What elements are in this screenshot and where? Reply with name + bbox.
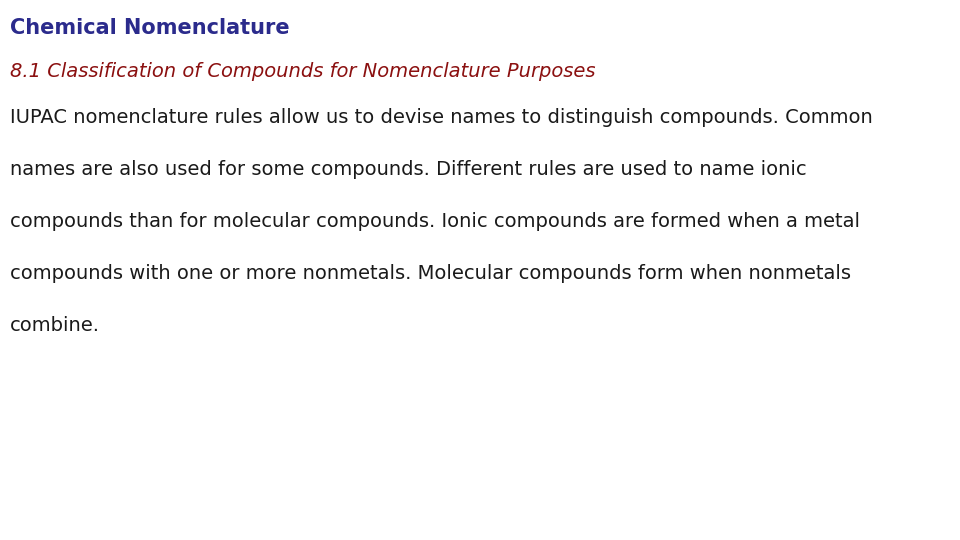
Text: combine.: combine. xyxy=(10,316,100,335)
Text: Chemical Nomenclature: Chemical Nomenclature xyxy=(10,18,290,38)
Text: compounds with one or more nonmetals. Molecular compounds form when nonmetals: compounds with one or more nonmetals. Mo… xyxy=(10,264,851,283)
Text: IUPAC nomenclature rules allow us to devise names to distinguish compounds. Comm: IUPAC nomenclature rules allow us to dev… xyxy=(10,108,873,127)
Text: compounds than for molecular compounds. Ionic compounds are formed when a metal: compounds than for molecular compounds. … xyxy=(10,212,860,231)
Text: names are also used for some compounds. Different rules are used to name ionic: names are also used for some compounds. … xyxy=(10,160,806,179)
Text: 8.1 Classification of Compounds for Nomenclature Purposes: 8.1 Classification of Compounds for Nome… xyxy=(10,62,595,81)
